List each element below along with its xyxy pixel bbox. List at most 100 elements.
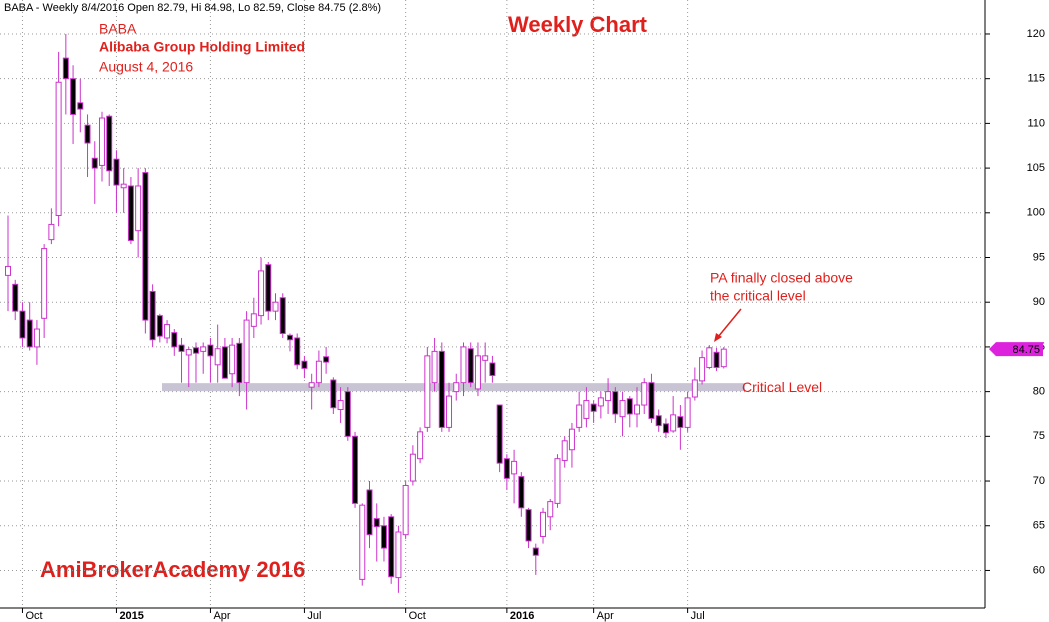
company-name: Alibaba Group Holding Limited bbox=[99, 39, 305, 55]
candle-body bbox=[662, 423, 669, 434]
x-tick-label: 2016 bbox=[510, 610, 534, 622]
candle-body bbox=[106, 115, 113, 172]
y-tick-label: 110 bbox=[1027, 117, 1045, 129]
candle-body bbox=[70, 78, 77, 115]
x-tick-label: Oct bbox=[25, 610, 42, 622]
candle-body bbox=[272, 301, 279, 312]
candle-body bbox=[84, 124, 91, 144]
watermark: AmiBrokerAcademy 2016 bbox=[40, 557, 305, 582]
candle-body bbox=[561, 440, 568, 461]
candle-body bbox=[460, 346, 467, 384]
arrow-head bbox=[714, 333, 722, 342]
y-tick-label: 90 bbox=[1033, 296, 1045, 308]
candle-body bbox=[583, 400, 590, 419]
candle-body bbox=[214, 348, 221, 366]
candle-body bbox=[171, 332, 178, 348]
candle-body bbox=[12, 283, 19, 312]
candle-body bbox=[547, 501, 554, 518]
candle-body bbox=[670, 414, 677, 432]
candle-body bbox=[359, 504, 366, 580]
candle-body bbox=[691, 379, 698, 398]
y-tick-label: 60 bbox=[1033, 564, 1045, 576]
candle-body bbox=[330, 379, 337, 409]
candle-body bbox=[286, 334, 293, 341]
candle-body bbox=[511, 460, 518, 475]
candle-body bbox=[366, 489, 373, 536]
candle-body bbox=[453, 382, 460, 393]
price-tag bbox=[989, 342, 1043, 357]
y-tick-label: 70 bbox=[1033, 475, 1045, 487]
candle-body bbox=[576, 404, 583, 428]
y-tick-label: 95 bbox=[1033, 251, 1045, 263]
candle-body bbox=[489, 362, 496, 377]
candle-body bbox=[243, 319, 250, 384]
candle-body bbox=[417, 431, 424, 460]
candle-body bbox=[315, 360, 322, 384]
candle-body bbox=[62, 57, 69, 80]
candle-body bbox=[648, 382, 655, 419]
y-tick-label: 115 bbox=[1027, 73, 1045, 85]
candle-body bbox=[619, 400, 626, 418]
candle-body bbox=[207, 344, 214, 357]
candle-body bbox=[431, 350, 438, 384]
candle-body bbox=[192, 347, 199, 354]
candle-body bbox=[33, 328, 40, 348]
y-tick-label: 80 bbox=[1033, 386, 1045, 398]
candle-body bbox=[655, 415, 662, 427]
candle-body bbox=[568, 428, 575, 451]
candle-body bbox=[135, 185, 142, 232]
candle-body bbox=[373, 518, 380, 528]
candle-body bbox=[48, 223, 55, 241]
ticker: BABA bbox=[99, 21, 137, 37]
candle-body bbox=[156, 315, 163, 337]
candle-body bbox=[113, 158, 120, 186]
candle-body bbox=[525, 509, 532, 542]
candle-body bbox=[446, 395, 453, 428]
candle-body bbox=[467, 348, 474, 384]
candle-body bbox=[164, 324, 171, 339]
critical-level-label: Critical Level bbox=[742, 379, 822, 395]
note: PA finally closed above bbox=[710, 270, 853, 286]
candle-body bbox=[26, 319, 33, 348]
candle-body bbox=[127, 185, 134, 242]
candle-body bbox=[185, 349, 192, 356]
candle-body bbox=[641, 382, 648, 406]
candle-body bbox=[677, 416, 684, 428]
arrow bbox=[717, 308, 742, 338]
candle-body bbox=[438, 350, 445, 428]
candle-body bbox=[236, 342, 243, 384]
candle-body bbox=[634, 404, 641, 415]
y-tick-label: 75 bbox=[1033, 430, 1045, 442]
candle-body bbox=[720, 348, 727, 368]
candle-body bbox=[713, 351, 720, 368]
candle-body bbox=[402, 485, 409, 536]
candle-body bbox=[323, 356, 330, 363]
candle-body bbox=[388, 516, 395, 578]
candle-body bbox=[98, 117, 105, 166]
candle-body bbox=[120, 183, 127, 189]
x-tick-label: Apr bbox=[597, 610, 614, 622]
x-tick-label: Oct bbox=[409, 610, 426, 622]
candle-body bbox=[308, 382, 315, 388]
x-tick-label: 2015 bbox=[119, 610, 143, 622]
candle-body bbox=[474, 355, 481, 390]
y-tick-label: 100 bbox=[1027, 207, 1045, 219]
candle-body bbox=[518, 476, 525, 509]
price-tag-label: 84.75 bbox=[1012, 344, 1040, 356]
candle-body bbox=[178, 344, 185, 352]
candle-body bbox=[142, 172, 149, 321]
candle-body bbox=[395, 531, 402, 579]
y-tick-label: 120 bbox=[1027, 28, 1045, 40]
candle-body bbox=[301, 360, 308, 369]
x-tick-label: Apr bbox=[213, 610, 230, 622]
candle-body bbox=[149, 290, 156, 341]
candle-body bbox=[91, 157, 98, 169]
candle-body bbox=[532, 547, 539, 556]
chart-label: Weekly Chart bbox=[508, 12, 648, 37]
candle-body bbox=[344, 391, 351, 437]
candle-body bbox=[5, 265, 11, 276]
candle-body bbox=[503, 458, 510, 479]
candle-body bbox=[496, 404, 503, 464]
candle-body bbox=[200, 346, 207, 352]
